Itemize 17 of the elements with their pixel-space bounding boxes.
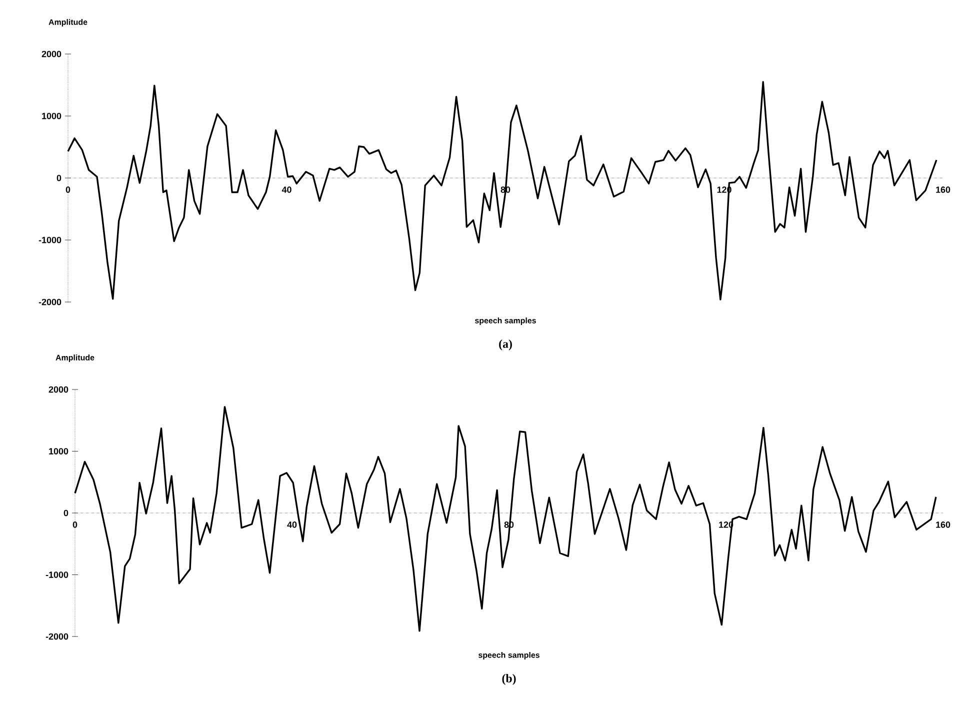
y-tick-label: 0 [56,174,62,182]
x-tick-label: 0 [72,522,78,528]
y-tick-label: -2000 [46,633,68,640]
y-tick-label: 2000 [42,50,62,58]
y-tick-label: -1000 [46,572,68,578]
y-tick-label: -1000 [38,236,62,244]
y-tick-label: 2000 [48,386,68,393]
y-tick-label: 1000 [42,112,62,120]
x-tick-label: 160 [936,186,950,193]
x-tick-label: 40 [287,522,297,528]
y-tick-label: 1000 [49,448,68,454]
text: (b) [502,674,516,685]
text: (a) [499,340,512,350]
x-tick-label: 160 [936,522,950,528]
y-tick-label: 0 [64,510,68,516]
x-tick-label: 40 [282,186,292,193]
y-tick-label: -2000 [38,298,62,306]
